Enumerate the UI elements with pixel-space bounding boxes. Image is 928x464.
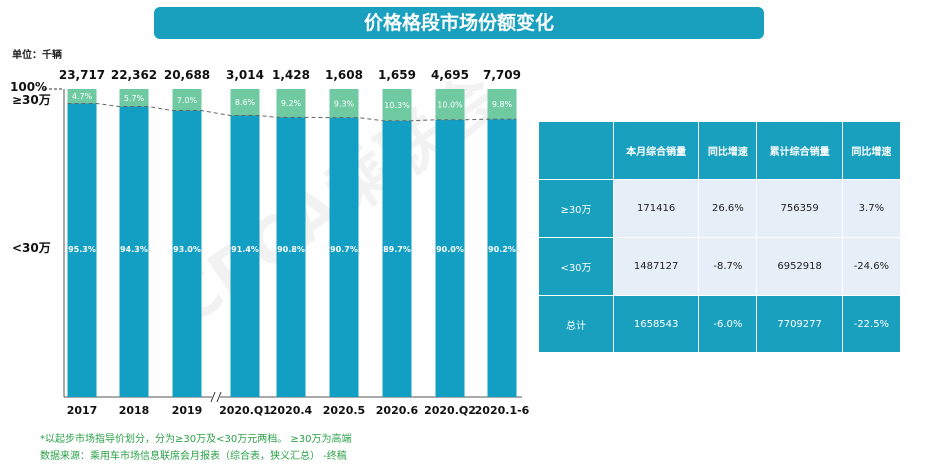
total-label: 3,014 (226, 68, 264, 82)
x-tick-label: 2017 (67, 404, 98, 417)
x-tick-label: 2020.4 (270, 404, 313, 417)
row-label: <30万 (538, 237, 614, 296)
bar-segment-high (487, 89, 517, 120)
total-label: 1,428 (272, 68, 310, 82)
total-label: 1,659 (378, 68, 416, 82)
sales-table: 本月综合销量 同比增速 累计综合销量 同比增速 ≥30万 171416 26.6… (538, 121, 902, 353)
bar-segment-high (230, 89, 260, 116)
x-tick-label: 2018 (119, 404, 150, 417)
table-cell: 6952918 (756, 237, 843, 296)
table-cell: 26.6% (698, 179, 758, 238)
bar-segment-low (119, 106, 149, 397)
footnote: *以起步市场指导价划分，分为≥30万及<30万元两档。 ≥30万为高端 (40, 434, 352, 445)
bar-segment-low (487, 119, 517, 398)
boundary-dashed-line (67, 102, 517, 122)
bar-segment-high (276, 89, 306, 118)
data-label-low: 93.0% (173, 245, 201, 254)
table-row: ≥30万 171416 26.6% 756359 3.7% (538, 179, 902, 238)
x-tick-label: 2020.Q1 (219, 404, 271, 417)
data-label-low: 90.0% (436, 245, 464, 254)
axis-break-mark (216, 391, 222, 403)
table-header-cum-growth: 同比增速 (841, 121, 902, 180)
x-tick-label: 2020.6 (376, 404, 419, 417)
data-label-high: 7.0% (177, 96, 198, 105)
table-cell: 7709277 (756, 295, 843, 353)
table-header-month-sales: 本月综合销量 (612, 121, 700, 180)
table-cell: 3.7% (841, 179, 902, 238)
data-label-high: 9.2% (281, 99, 302, 108)
bar-segment-low (230, 115, 260, 397)
bar-segment-low (276, 117, 306, 397)
stacked-bar-chart: 4.7% 95.3% 23,717 2017 5.7% 94.3% 22,362 2018 7.… (10, 68, 530, 417)
data-label-low: 90.7% (330, 245, 358, 254)
data-label-high: 4.7% (72, 92, 93, 101)
bar-segment-low (382, 120, 412, 397)
bar-segment-low (67, 103, 97, 397)
unit-label: 单位：千辆 (12, 50, 62, 61)
table-header-row: 本月综合销量 同比增速 累计综合销量 同比增速 (538, 121, 902, 180)
bar-segment-high (435, 89, 465, 120)
table-cell: -8.7% (698, 237, 758, 296)
bar-segment-high (329, 89, 359, 118)
page-title: 价格格段市场份额变化 (154, 7, 764, 39)
total-label: 7,709 (483, 68, 521, 82)
x-tick-label: 2020.5 (323, 404, 365, 417)
bar-segment-high (119, 89, 149, 107)
data-label-high: 10.0% (437, 100, 463, 109)
table-cell: 171416 (612, 179, 700, 238)
y-label-upper-segment: ≥30万 (12, 93, 51, 107)
table-cell: 1658543 (612, 295, 700, 353)
total-label: 23,717 (59, 68, 105, 82)
data-label-high: 8.6% (235, 98, 256, 107)
data-label-low: 91.4% (231, 245, 259, 254)
total-label: 22,362 (111, 68, 157, 82)
data-label-high: 5.7% (124, 94, 145, 103)
y-label-100: 100% (10, 80, 47, 94)
bar-segment-high (382, 89, 412, 121)
total-label: 20,688 (164, 68, 210, 82)
data-label-low: 89.7% (383, 245, 411, 254)
bar-segment-high (67, 89, 97, 104)
x-tick-label: 2020.Q2 (424, 404, 476, 417)
table-cell: -6.0% (698, 295, 758, 353)
axis-break-mark (210, 391, 216, 403)
table-total-row: 总计 1658543 -6.0% 7709277 -22.5% (538, 295, 902, 353)
data-label-high: 9.3% (334, 99, 355, 108)
row-label: 总计 (538, 295, 614, 353)
table-cell: 1487127 (612, 237, 700, 296)
data-label-low: 95.3% (68, 245, 96, 254)
source-note: 数据来源：乘用车市场信息联席会月报表（综合表，狭义汇总） -终稿 (40, 451, 347, 462)
row-label: ≥30万 (538, 179, 614, 238)
bar-segment-low (172, 110, 202, 397)
table-header-cum-sales: 累计综合销量 (756, 121, 843, 180)
data-label-low: 90.8% (277, 245, 305, 254)
table-cell: -24.6% (841, 237, 902, 296)
table-header-month-growth: 同比增速 (698, 121, 758, 180)
total-label: 1,608 (325, 68, 363, 82)
total-label: 4,695 (431, 68, 469, 82)
bar-segment-high (172, 89, 202, 111)
table-header-corner (538, 121, 614, 180)
table-cell: -22.5% (841, 295, 902, 353)
data-label-low: 90.2% (488, 245, 516, 254)
y-label-lower-segment: <30万 (12, 241, 51, 255)
data-label-high: 9.8% (492, 100, 513, 109)
bar-segment-low (435, 119, 465, 398)
data-label-low: 94.3% (120, 245, 148, 254)
table-row: <30万 1487127 -8.7% 6952918 -24.6% (538, 237, 902, 296)
data-label-high: 10.3% (384, 101, 410, 110)
bar-segment-low (329, 117, 359, 398)
table-cell: 756359 (756, 179, 843, 238)
x-tick-label: 2020.1-6 (475, 404, 530, 417)
x-tick-label: 2019 (172, 404, 203, 417)
axis-break-gap (212, 391, 220, 403)
